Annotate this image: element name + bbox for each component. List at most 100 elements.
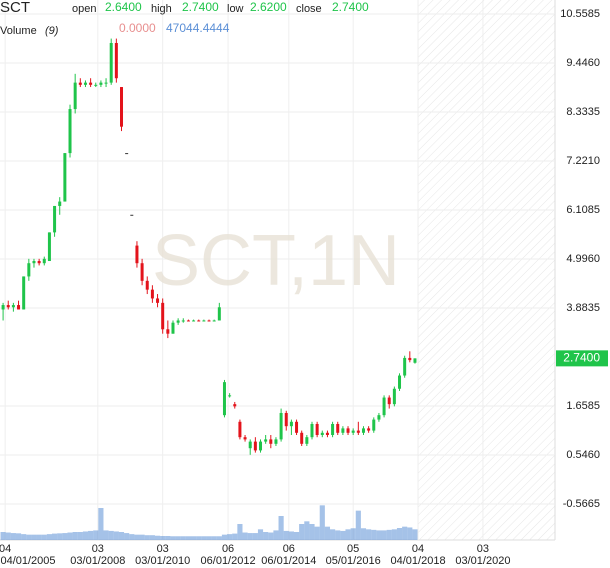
x-tick-label: 04 (412, 543, 424, 555)
volume-bar (175, 536, 181, 540)
candle-body (58, 201, 62, 206)
candle-body (22, 276, 26, 310)
candle-body (341, 428, 345, 433)
candle-body (331, 423, 335, 435)
x-tick-label: 03/01/2010 (135, 555, 190, 567)
open-label: open (72, 3, 96, 15)
volume-bar (72, 532, 78, 540)
candle-body (274, 439, 278, 444)
candle-body (372, 419, 376, 431)
candle-body (243, 437, 247, 440)
symbol: SCT (0, 0, 30, 16)
volume-bar (232, 533, 238, 540)
candle-body (356, 430, 360, 433)
volume-bar (268, 532, 274, 540)
volume-bar (103, 530, 109, 540)
candle-body (42, 258, 46, 264)
candle-body (315, 423, 319, 435)
volume-bar (407, 527, 413, 540)
volume-bar (201, 536, 207, 540)
candle-body (310, 423, 314, 438)
volume-period: (9) (45, 25, 59, 37)
candle-body (166, 329, 170, 334)
y-tick-label: -0.5665 (563, 498, 600, 510)
x-tick-label: 03/01/2008 (70, 555, 125, 567)
volume-bar (304, 521, 310, 540)
candle-body (140, 263, 144, 281)
volume-bar (15, 533, 22, 540)
future-area (418, 0, 555, 540)
volume-bar (77, 532, 83, 540)
candle-body (53, 205, 57, 233)
volume-label: Volume (0, 25, 37, 37)
volume-bar (263, 532, 269, 540)
volume-bar (381, 530, 387, 540)
x-tick-label: 03 (92, 543, 104, 555)
candle-body (413, 358, 417, 363)
x-tick-label: 06/01/2012 (201, 555, 256, 567)
candle-body (104, 82, 108, 84)
volume-bar (88, 530, 94, 540)
candle-body (78, 82, 82, 85)
candle-body (89, 82, 93, 85)
x-tick-label: 06 (283, 543, 295, 555)
volume-bar (309, 524, 315, 540)
y-tick-label: 0.5460 (566, 449, 600, 461)
candle-body (361, 428, 365, 433)
candle-body (253, 441, 257, 451)
volume-bar (396, 528, 403, 540)
axes: 10.5585 9.4460 8.3335 7.2210 6.1085 4.9960 3.8… (0, 8, 608, 567)
candle-body (1, 305, 5, 310)
candle-body (207, 320, 211, 322)
candle-body (47, 232, 51, 262)
candle-body (264, 439, 268, 442)
candle-body (99, 82, 103, 85)
candle-body (398, 375, 402, 389)
volume-bar (0, 532, 6, 540)
volume-bar (98, 508, 104, 540)
y-tick-label: 4.9960 (566, 253, 600, 265)
candle-body (387, 397, 391, 405)
volume-value: 47044.4444 (166, 21, 230, 35)
volume-bar (350, 528, 356, 540)
candle-body (300, 432, 304, 444)
candle-body (392, 388, 396, 405)
candle-body (222, 382, 226, 416)
x-tick-label: 03 (157, 543, 169, 555)
grid (0, 0, 555, 540)
volume-bar (139, 534, 145, 540)
volume-bar (154, 535, 161, 540)
candle-body (135, 245, 139, 264)
volume-bar (247, 533, 253, 540)
volume (0, 505, 418, 540)
open-value: 2.6400 (105, 0, 142, 14)
x-tick-label: 05 (347, 543, 359, 555)
volume-bar (51, 533, 58, 540)
candle-body (248, 441, 252, 449)
high-label: high (151, 3, 172, 15)
volume-bar (191, 536, 197, 540)
candle-body (284, 412, 288, 427)
volume-bar (391, 529, 397, 540)
x-tick-label: 03 (477, 543, 489, 555)
volume-bar (36, 534, 42, 540)
candle-body (37, 261, 41, 264)
volume-bar (31, 534, 37, 540)
y-tick-label: 7.2210 (566, 155, 600, 167)
volume-bar (288, 531, 294, 540)
volume-bar (67, 532, 73, 540)
volume-bar (402, 526, 408, 540)
volume-bar (211, 536, 217, 540)
candles (1, 38, 417, 455)
last-price-box (556, 350, 608, 367)
candle-body (325, 432, 329, 435)
candle-body (63, 153, 67, 202)
candle-body (130, 214, 134, 216)
volume-bar (144, 535, 150, 540)
volume-bar (57, 533, 63, 540)
volume-bar (82, 531, 89, 540)
volume-bar (113, 531, 119, 540)
volume-bar (366, 529, 372, 540)
candle-body (161, 302, 165, 330)
